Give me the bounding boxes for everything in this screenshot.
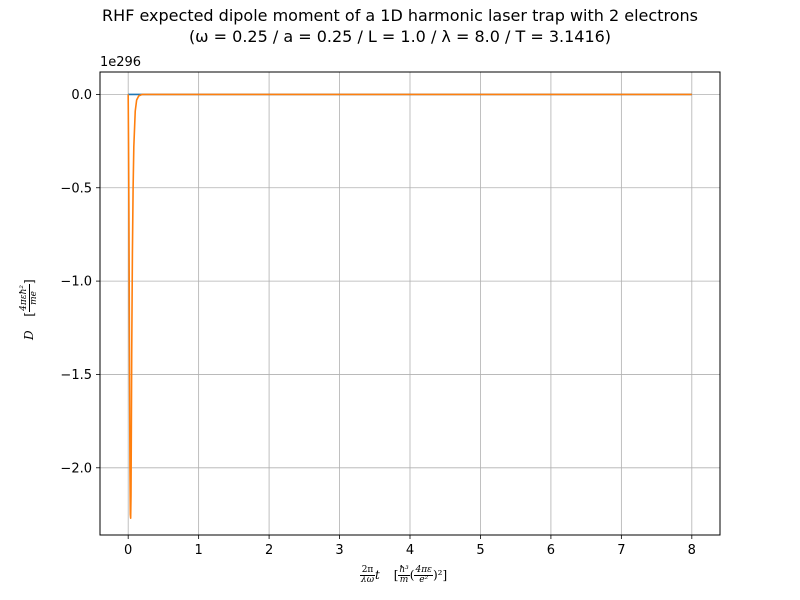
- x-tick-label: 7: [617, 543, 625, 558]
- chart-title: RHF expected dipole moment of a 1D harmo…: [102, 6, 698, 25]
- y-axis-label: D [4πεħ² me]: [19, 279, 39, 340]
- x-tick-label: 4: [406, 543, 414, 558]
- y-tick-label: 0.0: [71, 88, 92, 103]
- x-tick-label: 5: [476, 543, 484, 558]
- chart-subtitle: (ω = 0.25 / a = 0.25 / L = 1.0 / λ = 8.0…: [188, 27, 612, 46]
- x-tick-label: 0: [124, 543, 132, 558]
- x-tick-label: 3: [335, 543, 343, 558]
- y-tick-label: −2.0: [60, 461, 92, 476]
- y-tick-label: −1.5: [60, 368, 92, 383]
- x-tick-label: 2: [265, 543, 273, 558]
- y-offset-text: 1e296: [100, 55, 141, 70]
- y-tick-label: −0.5: [60, 181, 92, 196]
- x-tick-label: 1: [194, 543, 202, 558]
- y-tick-label: −1.0: [60, 275, 92, 290]
- x-axis-label: 2π λω t [ħ³ m(4πε e²)²]: [360, 565, 448, 585]
- series-lines: [127, 93, 692, 520]
- series-line-2: [127, 93, 692, 520]
- x-tick-label: 6: [547, 543, 555, 558]
- axis-ticks: 0 1 2 3 4 5 6 7 8 0.0 −0.5 −1.0 −1.5 −2.0: [60, 88, 696, 558]
- grid-lines: [100, 72, 720, 535]
- x-tick-label: 8: [688, 543, 696, 558]
